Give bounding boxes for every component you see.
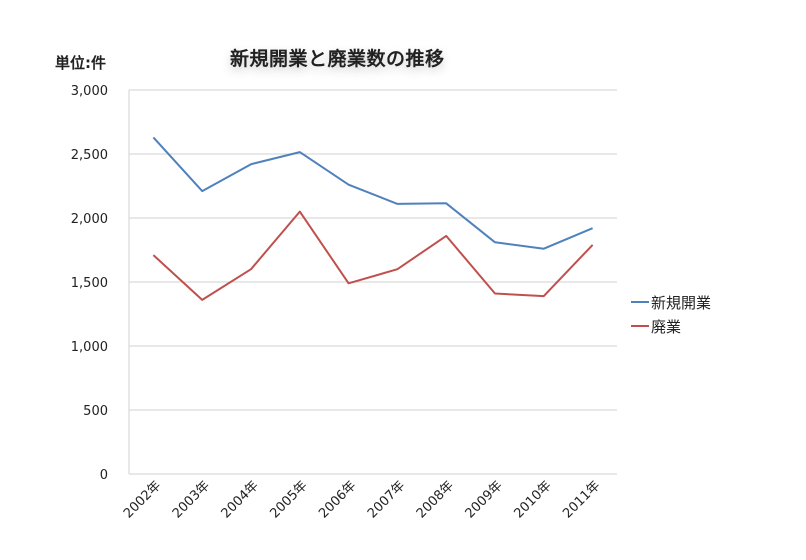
legend: 新規開業 廃業: [631, 290, 711, 338]
gridlines: [128, 89, 617, 475]
x-axis-ticks: 2002年 2003年 2004年 2005年 2006年 2007年 2008年 2009年…: [121, 478, 603, 521]
chart-title: 新規開業と廃業数の推移: [230, 48, 445, 70]
y-tick-label: 2,000: [71, 212, 108, 227]
series-line: [152, 136, 593, 250]
x-tick-label: 2003年: [170, 478, 213, 521]
x-tick-label: 2005年: [267, 478, 310, 521]
x-tick-label: 2002年: [121, 478, 164, 521]
y-tick-label: 500: [83, 404, 108, 419]
unit-label: 単位:件: [55, 54, 106, 72]
legend-item-new-business: 新規開業: [631, 290, 711, 314]
series-line: [152, 210, 594, 301]
legend-swatch-blue: [631, 301, 649, 303]
x-tick-label: 2010年: [511, 478, 554, 521]
legend-label: 廃業: [651, 317, 682, 336]
legend-label: 新規開業: [651, 293, 712, 312]
y-axis-ticks: 0 500 1,000 1,500 2,000 2,500 3,000: [71, 84, 108, 483]
x-tick-label: 2009年: [463, 478, 506, 521]
legend-item-closures: 廃業: [631, 314, 711, 338]
y-tick-label: 3,000: [71, 84, 108, 99]
x-tick-label: 2011年: [560, 478, 603, 521]
y-tick-label: 0: [100, 468, 108, 483]
x-tick-label: 2007年: [365, 478, 408, 521]
series-lines: [152, 136, 594, 301]
y-tick-label: 2,500: [71, 148, 108, 163]
x-tick-label: 2008年: [414, 478, 457, 521]
x-tick-label: 2006年: [316, 478, 359, 521]
y-tick-label: 1,500: [71, 276, 108, 291]
y-tick-label: 1,000: [71, 340, 108, 355]
legend-swatch-red: [631, 325, 649, 327]
x-tick-label: 2004年: [219, 478, 262, 521]
